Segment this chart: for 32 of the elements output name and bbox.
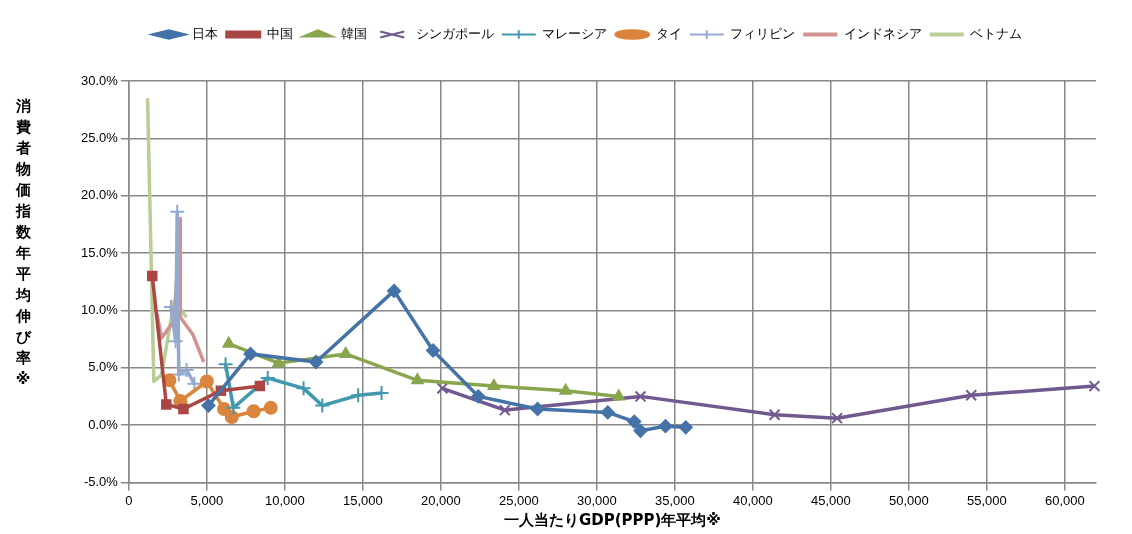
x-tick-label: 40,000 [732, 492, 773, 508]
x-axis-title: 一人当たりGDP(PPP)年平均※ [503, 510, 721, 529]
legend-label: マレーシア [542, 25, 608, 41]
x-tick-label: 60,000 [1044, 492, 1085, 508]
y-tick-label: 10.0% [80, 301, 119, 317]
y-tick-label: 0.0% [88, 416, 119, 432]
y-tick-label: 5.0% [88, 359, 119, 375]
x-tick-label: 30,000 [576, 492, 617, 508]
y-tick-label: -5.0% [83, 473, 119, 489]
x-tick-label: 45,000 [810, 492, 851, 508]
y-tick-label: 25.0% [80, 129, 119, 145]
legend-label: 日本 [192, 25, 219, 41]
x-tick-label: 20,000 [420, 492, 461, 508]
x-tick-label: 35,000 [654, 492, 695, 508]
legend-label: フィリピン [730, 25, 796, 41]
x-tick-label: 0 [125, 492, 133, 508]
legend-label: ベトナム [970, 25, 1023, 41]
legend-label: シンガポール [415, 25, 494, 41]
x-tick-label: 50,000 [888, 492, 929, 508]
y-tick-label: 15.0% [80, 244, 119, 260]
legend-label: タイ [655, 25, 682, 41]
x-tick-label: 55,000 [966, 492, 1007, 508]
legend-label: インドネシア [843, 25, 922, 41]
x-tick-label: 10,000 [264, 492, 305, 508]
y-tick-label: 20.0% [80, 187, 119, 203]
x-tick-label: 5,000 [190, 492, 224, 508]
x-tick-label: 15,000 [342, 492, 383, 508]
x-tick-label: 25,000 [498, 492, 539, 508]
legend-label: 中国 [266, 25, 293, 41]
legend-label: 韓国 [341, 25, 368, 41]
y-tick-label: 30.0% [80, 72, 119, 88]
text: 消費者物価指数年平均伸び率※ [15, 97, 31, 388]
